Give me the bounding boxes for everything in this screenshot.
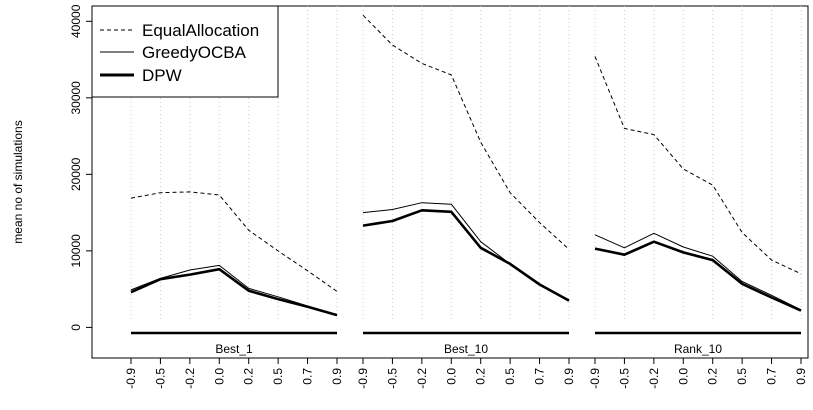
series-line-equalallocation xyxy=(594,56,802,275)
x-tick-label: 0.9 xyxy=(562,368,576,385)
x-tick-label: 0.9 xyxy=(330,368,344,385)
x-tick-label: -0.2 xyxy=(415,368,429,389)
x-tick-label: 0.2 xyxy=(474,368,488,385)
x-tick-label: -0.2 xyxy=(647,368,661,389)
y-tick-label: 40000 xyxy=(69,4,83,38)
x-tick-label: -0.2 xyxy=(183,368,197,389)
series-line-greedyocba xyxy=(362,202,570,301)
legend-label-greedyocba: GreedyOCBA xyxy=(142,43,247,62)
x-tick-label: -0.9 xyxy=(588,368,602,389)
x-tick-label: 0.0 xyxy=(444,368,458,385)
panel-label: Best_1 xyxy=(215,342,253,356)
x-tick-label: -0.5 xyxy=(153,368,167,389)
grid-layer xyxy=(130,6,802,320)
legend-label-equalallocation: EqualAllocation xyxy=(142,21,259,40)
y-tick-label: 30000 xyxy=(69,81,83,115)
x-tick-label: 0.9 xyxy=(794,368,808,385)
y-tick-label: 0 xyxy=(69,324,83,331)
series-line-equalallocation xyxy=(362,14,570,250)
x-tick-label: 0.7 xyxy=(533,368,547,385)
panel-label-layer: Best_1 Best_10 Rank_10 xyxy=(131,331,801,356)
x-tick-label: -0.5 xyxy=(385,368,399,389)
series-line-dpw xyxy=(130,267,338,317)
x-tick-label: 0.0 xyxy=(676,368,690,385)
x-tick-label: 0.2 xyxy=(242,368,256,385)
x-tick-label: 0.5 xyxy=(735,368,749,385)
x-tick-label: -0.9 xyxy=(356,368,370,389)
x-tick-label: 0.5 xyxy=(271,368,285,385)
y-tick-label: 20000 xyxy=(69,157,83,191)
series-layer xyxy=(130,14,802,317)
x-axis: -0.9 -0.5 -0.2 0.0 0.2 0.5 0.7 0.9 -0.9 -0.5 -0.2 0… xyxy=(124,357,808,389)
x-tick-label: 0.7 xyxy=(301,368,315,385)
x-tick-label: 0.5 xyxy=(503,368,517,385)
series-line-greedyocba xyxy=(594,232,802,311)
panel-label: Rank_10 xyxy=(674,342,722,356)
y-axis: 0 10000 20000 30000 40000 xyxy=(69,4,93,331)
x-tick-label: 0.7 xyxy=(765,368,779,385)
y-axis-label: mean no of simulations xyxy=(11,120,25,243)
x-tick-label: -0.9 xyxy=(124,368,138,389)
legend-label-dpw: DPW xyxy=(142,66,182,85)
y-tick-label: 10000 xyxy=(69,234,83,268)
x-tick-label: 0.0 xyxy=(212,368,226,385)
x-tick-label: 0.2 xyxy=(706,368,720,385)
legend: EqualAllocation GreedyOCBA DPW xyxy=(91,5,279,98)
series-line-dpw xyxy=(594,240,802,312)
x-tick-label: -0.5 xyxy=(617,368,631,389)
panel-label: Best_10 xyxy=(444,342,488,356)
series-line-dpw xyxy=(362,209,570,302)
